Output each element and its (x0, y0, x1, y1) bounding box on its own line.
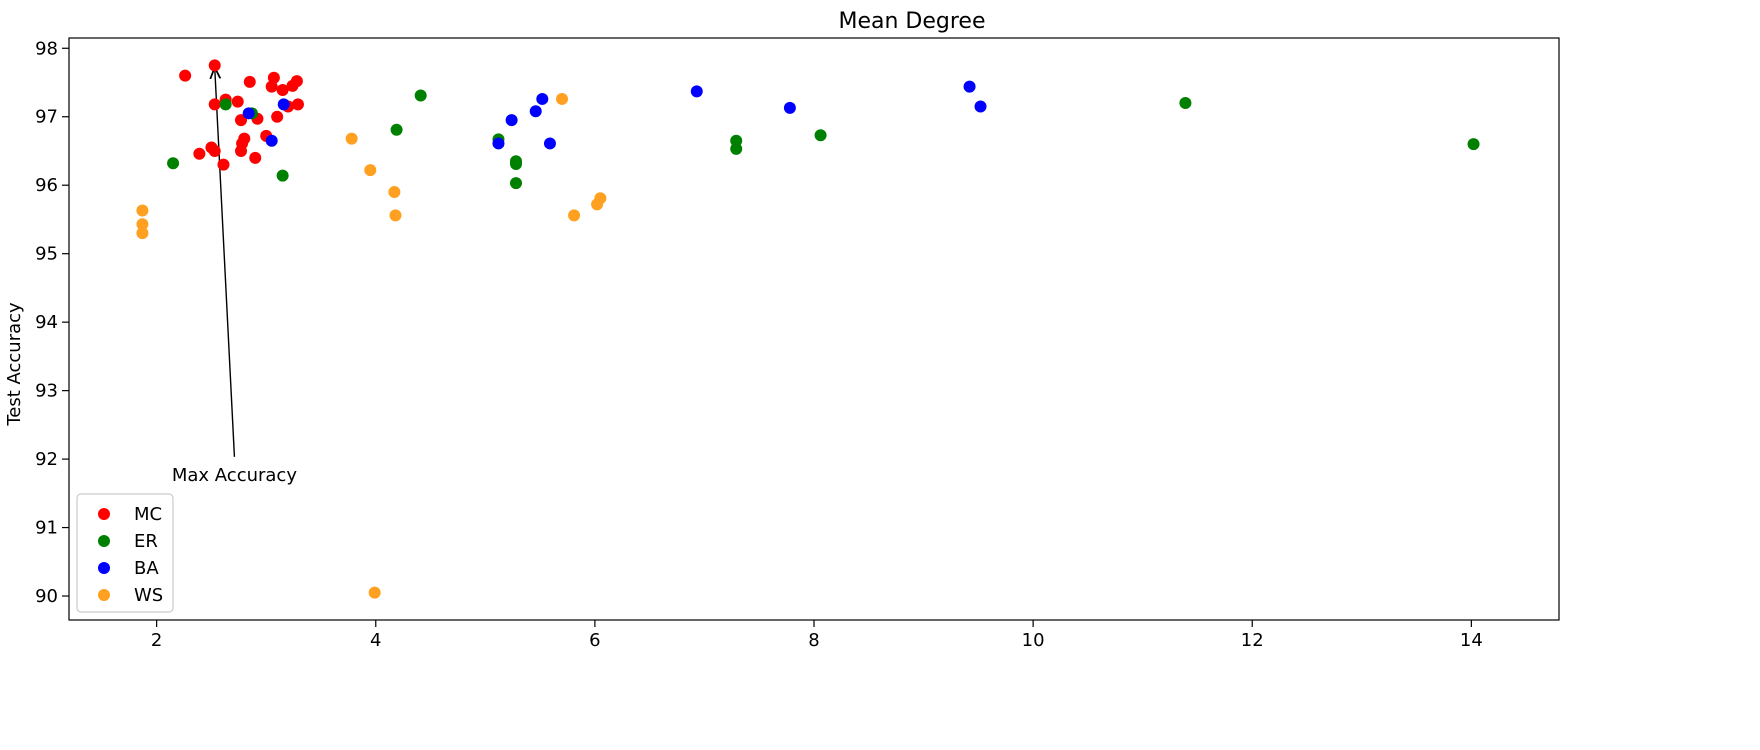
scatter-point (529, 105, 542, 118)
annotation-arrow (215, 67, 236, 457)
scatter-point (1179, 97, 1192, 110)
scatter-point (730, 142, 743, 155)
series-ws (136, 92, 607, 599)
scatter-point (136, 227, 149, 240)
series-ba (242, 80, 987, 150)
scatter-point (136, 204, 149, 217)
scatter-point (963, 80, 976, 93)
y-tick-label: 98 (35, 38, 58, 59)
scatter-point (414, 89, 427, 102)
scatter-point (556, 92, 569, 105)
scatter-point (1467, 138, 1480, 151)
legend-marker (98, 535, 110, 547)
scatter-point (167, 157, 180, 170)
scatter-point (265, 134, 278, 147)
legend: MC ER BA WS (76, 493, 174, 613)
scatter-point (974, 100, 987, 113)
x-tick-label: 10 (1022, 630, 1045, 651)
scatter-point (243, 75, 256, 88)
scatter-point (231, 95, 244, 108)
scatter-point (193, 147, 206, 160)
y-tick-label: 94 (35, 312, 58, 333)
y-axis-label: Test Accuracy (4, 302, 25, 427)
legend-box (76, 493, 174, 613)
legend-item-mc: MC (98, 504, 162, 525)
plot-area-frame (68, 37, 1560, 621)
scatter-point (364, 164, 377, 177)
x-tick-label: 2 (151, 630, 162, 651)
x-tick-label: 8 (808, 630, 819, 651)
y-tick-label: 97 (35, 107, 58, 128)
scatter-point (208, 98, 221, 111)
scatter-point (276, 169, 289, 182)
x-tick-label: 4 (370, 630, 381, 651)
scatter-point (594, 192, 607, 205)
axis-ticks: 2 4 6 8 10 12 14 90 91 92 93 94 95 96 97 98 (35, 38, 1483, 651)
legend-item-er: ER (98, 531, 158, 552)
scatter-point (389, 209, 402, 222)
legend-label: ER (134, 531, 158, 552)
scatter-point (388, 186, 401, 199)
scatter-point (543, 137, 556, 150)
scatter-point (271, 110, 284, 123)
data-points (136, 59, 1480, 599)
series-mc (179, 59, 304, 171)
legend-item-ba: BA (98, 558, 159, 579)
scatter-point (368, 586, 381, 599)
chart-title: Mean Degree (838, 9, 985, 34)
y-tick-label: 96 (35, 175, 58, 196)
y-tick-label: 95 (35, 244, 58, 265)
scatter-point (249, 151, 262, 164)
scatter-point (345, 132, 358, 145)
x-tick-label: 14 (1460, 630, 1483, 651)
scatter-point (536, 92, 549, 105)
scatter-point (277, 98, 290, 111)
scatter-point (510, 157, 522, 170)
scatter-point (235, 114, 248, 127)
y-tick-label: 92 (35, 449, 58, 470)
scatter-point (783, 101, 796, 114)
scatter-point (690, 85, 703, 98)
legend-marker (98, 589, 110, 601)
scatter-point (265, 80, 278, 93)
scatter-point (505, 114, 518, 127)
scatter-point (291, 98, 304, 111)
scatter-point (217, 158, 230, 171)
legend-label: WS (134, 585, 163, 606)
scatter-point (492, 137, 505, 150)
y-tick-label: 90 (35, 586, 58, 607)
scatter-point (235, 144, 248, 157)
x-tick-label: 12 (1241, 630, 1264, 651)
scatter-point (179, 69, 192, 82)
scatter-point (814, 129, 827, 142)
scatter-point (276, 84, 289, 97)
scatter-point (730, 134, 743, 147)
scatter-point (208, 59, 221, 72)
y-tick-label: 93 (35, 381, 58, 402)
legend-marker (98, 562, 110, 574)
scatter-point (510, 177, 522, 190)
y-tick-label: 91 (35, 518, 58, 539)
legend-label: MC (134, 504, 162, 525)
scatter-point (390, 123, 403, 136)
annotation-layer: Max Accuracy (172, 67, 297, 486)
x-tick-label: 6 (589, 630, 600, 651)
scatter-point (219, 98, 232, 111)
scatter-point (208, 144, 221, 157)
scatter-point (136, 218, 149, 231)
legend-label: BA (134, 558, 159, 579)
scatter-point (290, 75, 303, 88)
legend-item-ws: WS (98, 585, 163, 606)
legend-marker (98, 508, 110, 520)
scatter-point (568, 209, 581, 222)
scatter-point (242, 107, 255, 120)
series-er (167, 89, 1480, 190)
annotation-text: Max Accuracy (172, 465, 297, 486)
